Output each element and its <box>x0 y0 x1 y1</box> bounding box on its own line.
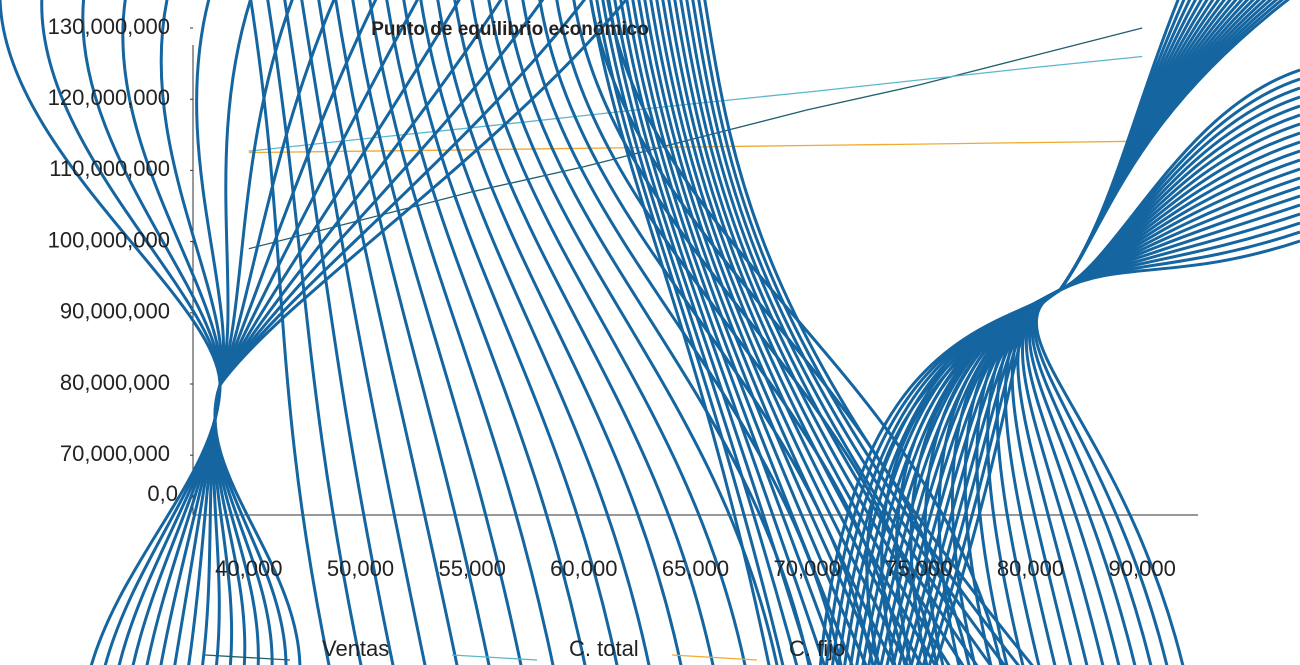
y-tick-label: 110,000,000 <box>49 156 170 181</box>
y-tick-label: 100,000,000 <box>48 227 170 252</box>
decor-curve <box>916 0 1276 665</box>
origin-label: 0,0 <box>147 481 178 506</box>
legend-label: C. total <box>569 636 639 661</box>
decor-curve <box>215 385 286 665</box>
legend-label: Ventas <box>322 636 389 661</box>
y-tick-label: 80,000,000 <box>60 370 170 395</box>
x-tick-label: 50,000 <box>327 556 394 581</box>
legend-swatch <box>452 655 537 660</box>
x-tick-label: 60,000 <box>550 556 617 581</box>
x-tick-label: 65,000 <box>662 556 729 581</box>
decor-curve <box>1032 223 1300 665</box>
decor-curve <box>0 0 220 385</box>
y-tick-label: 90,000,000 <box>60 299 170 324</box>
y-tick-label: 120,000,000 <box>48 85 170 110</box>
chart-title: Punto de equilibrio económico <box>371 19 649 40</box>
x-tick-label: 70,000 <box>774 556 841 581</box>
x-tick-label: 75,000 <box>885 556 952 581</box>
y-tick-label: 130,000,000 <box>48 14 170 39</box>
legend-label: C. fijo <box>789 636 845 661</box>
x-tick-label: 90,000 <box>1109 556 1176 581</box>
decor-curve <box>220 0 420 385</box>
x-tick-label: 80,000 <box>997 556 1064 581</box>
decor-curve <box>197 0 224 385</box>
decor <box>0 0 1300 665</box>
decor-curve <box>90 385 220 665</box>
chart: Punto de equilibrio económico 0,0 70,000… <box>0 0 1300 665</box>
x-tick-label: 40,000 <box>215 556 282 581</box>
y-tick-label: 70,000,000 <box>60 441 170 466</box>
x-tick-label: 55,000 <box>439 556 506 581</box>
